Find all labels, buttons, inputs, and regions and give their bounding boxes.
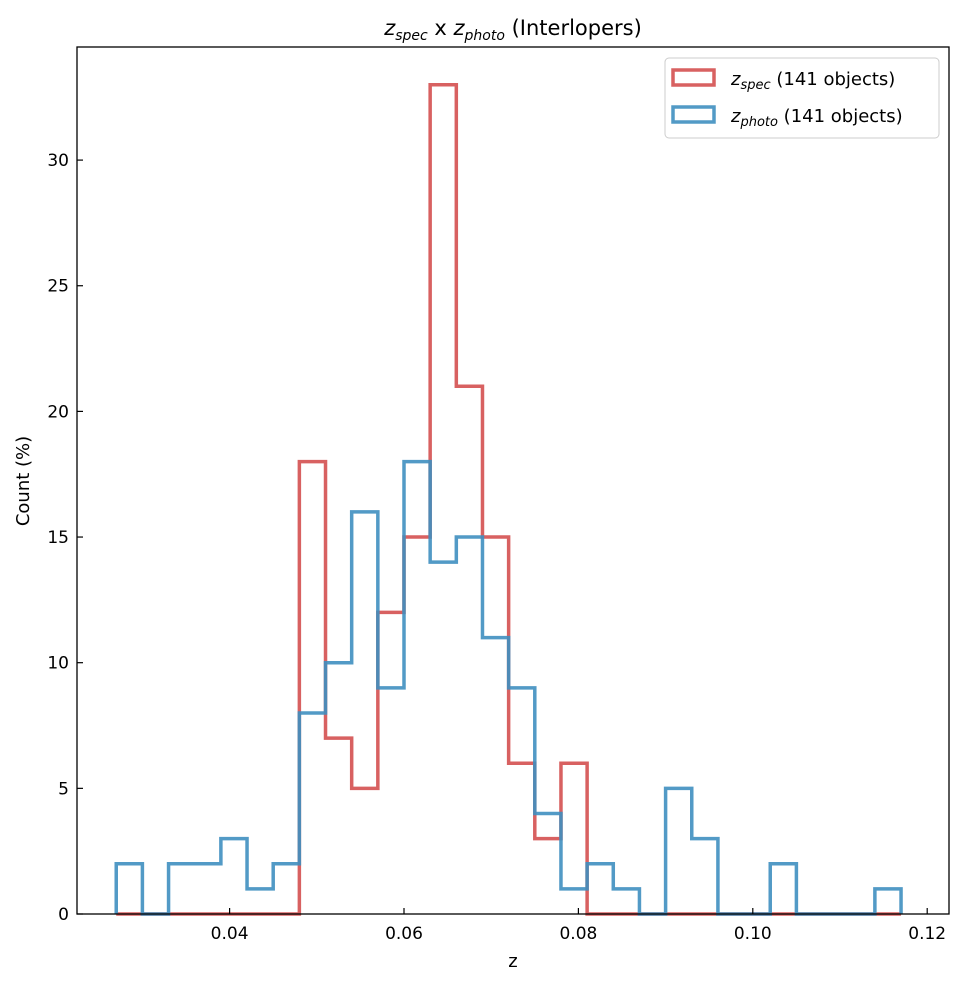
- x-tick-label: 0.10: [734, 924, 772, 944]
- x-tick-label: 0.04: [211, 924, 249, 944]
- y-tick-label: 5: [58, 779, 69, 799]
- y-tick-label: 25: [47, 277, 69, 297]
- x-tick-label: 0.12: [908, 924, 946, 944]
- legend-label-z-photo: zphoto (141 objects): [730, 106, 903, 130]
- y-tick-label: 0: [58, 905, 69, 925]
- legend-swatch-z-photo: [671, 105, 716, 124]
- legend-box: [664, 57, 940, 139]
- x-axis-ticks: 0.04 0.06 0.08 0.10 0.12: [211, 908, 946, 944]
- legend-label-z-spec: zspec (141 objects): [730, 69, 895, 93]
- legend-swatch-z-spec: [671, 68, 716, 87]
- y-axis-label: Count (%): [13, 436, 34, 526]
- x-tick-label: 0.08: [559, 924, 597, 944]
- x-tick-label: 0.06: [385, 924, 423, 944]
- plot-area: [77, 47, 949, 914]
- plot-frame: [76, 46, 950, 915]
- legend: zspec (141 objects) zphoto (141 objects): [664, 57, 940, 139]
- x-axis-label: z: [508, 951, 517, 972]
- y-tick-label: 10: [47, 654, 69, 674]
- y-axis-ticks: 0 5 10 15 20 25 30: [47, 151, 83, 925]
- y-tick-label: 30: [47, 151, 69, 171]
- y-tick-label: 15: [47, 528, 69, 548]
- chart-title: zspec x zphoto (Interlopers): [383, 16, 642, 44]
- y-tick-label: 20: [47, 402, 69, 422]
